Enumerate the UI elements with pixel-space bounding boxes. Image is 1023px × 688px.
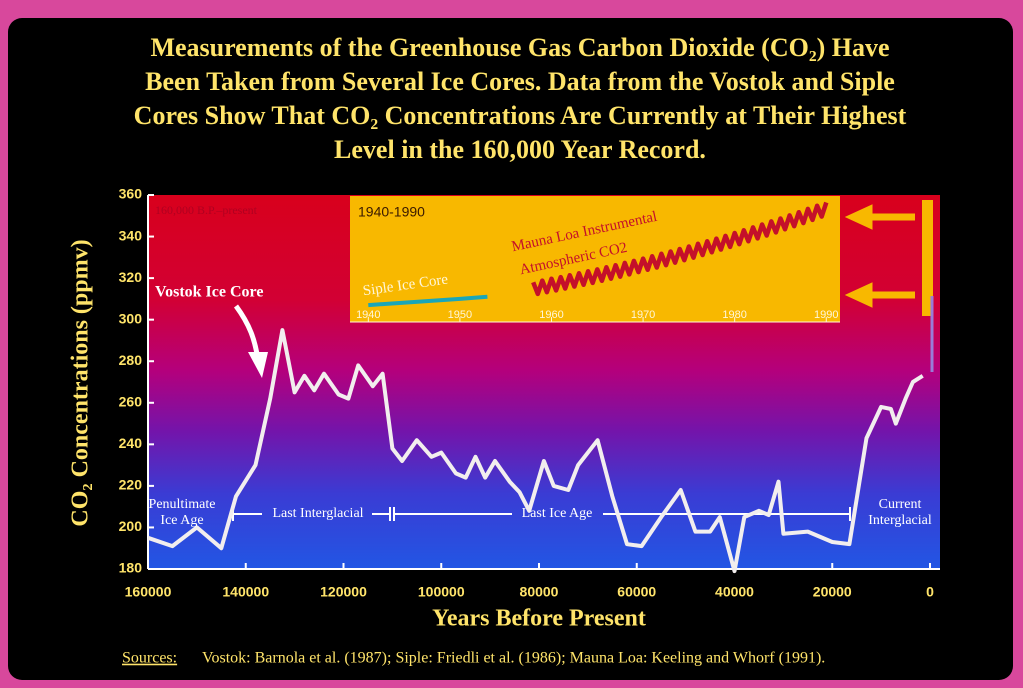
x-tick-label: 80000 (520, 584, 559, 600)
y-tick-label: 180 (119, 560, 143, 576)
inset-x-tick-label: 1960 (539, 309, 563, 321)
x-tick-label: 20000 (813, 584, 852, 600)
x-tick-label: 140000 (222, 584, 269, 600)
period-label: Last Ice Age (522, 506, 593, 521)
series-label: Vostok Ice Core (155, 284, 263, 301)
y-tick-label: 260 (119, 393, 143, 409)
x-tick-label: 120000 (320, 584, 367, 600)
y-tick-label: 220 (119, 477, 143, 493)
period-bars (232, 507, 851, 521)
inset-line (531, 201, 829, 297)
y-tick-label: 360 (119, 186, 143, 202)
y-tick-label: 320 (119, 269, 143, 285)
x-tick-label: 0 (926, 584, 934, 600)
title: Measurements of the Greenhouse Gas Carbo… (134, 33, 907, 164)
x-axis-label: Years Before Present (432, 606, 646, 632)
inset-x-tick-label: 1990 (814, 309, 838, 321)
x-tick-label: 60000 (617, 584, 656, 600)
y-tick-label: 280 (119, 352, 143, 368)
inset-x-tick-label: 1940 (356, 309, 380, 321)
period-label: Interglacial (868, 513, 932, 528)
period-label: Current (879, 497, 922, 512)
title-line: Measurements of the Greenhouse Gas Carbo… (150, 33, 889, 62)
inset-range-bar (922, 200, 933, 316)
period-label: Ice Age (160, 513, 203, 528)
inset-x-tick-label: 1970 (631, 309, 655, 321)
x-tick-label: 40000 (715, 584, 754, 600)
inset-x-tick-label: 1950 (448, 309, 472, 321)
title-line: Cores Show That CO₂ Concentrations Are C… (134, 101, 907, 130)
sources: Vostok: Barnola et al. (1987); Siple: Fr… (202, 650, 825, 667)
inset-x-tick-label: 1980 (722, 309, 746, 321)
sources-label: Sources: (122, 650, 177, 667)
x-tick-label: 160000 (125, 584, 172, 600)
period-label: Penultimate (149, 497, 216, 512)
x-tick-label: 100000 (418, 584, 465, 600)
range-arrows (844, 204, 915, 308)
data-line (147, 328, 924, 574)
range-label: 160,000 B.P.–present (155, 203, 258, 217)
period-label: Last Interglacial (272, 506, 363, 521)
title-line: Level in the 160,000 Year Record. (334, 135, 706, 164)
inset-title: 1940-1990 (358, 204, 425, 220)
title-line: Been Taken from Several Ice Cores. Data … (145, 67, 895, 96)
y-tick-label: 200 (119, 518, 143, 534)
vostok-pointer (233, 304, 268, 378)
y-tick-label: 300 (119, 310, 143, 326)
y-tick-label: 340 (119, 227, 143, 243)
y-tick-label: 240 (119, 435, 143, 451)
y-axis-label: CO₂ Concentrations (ppmv) (68, 239, 94, 526)
inset-line (368, 294, 488, 308)
